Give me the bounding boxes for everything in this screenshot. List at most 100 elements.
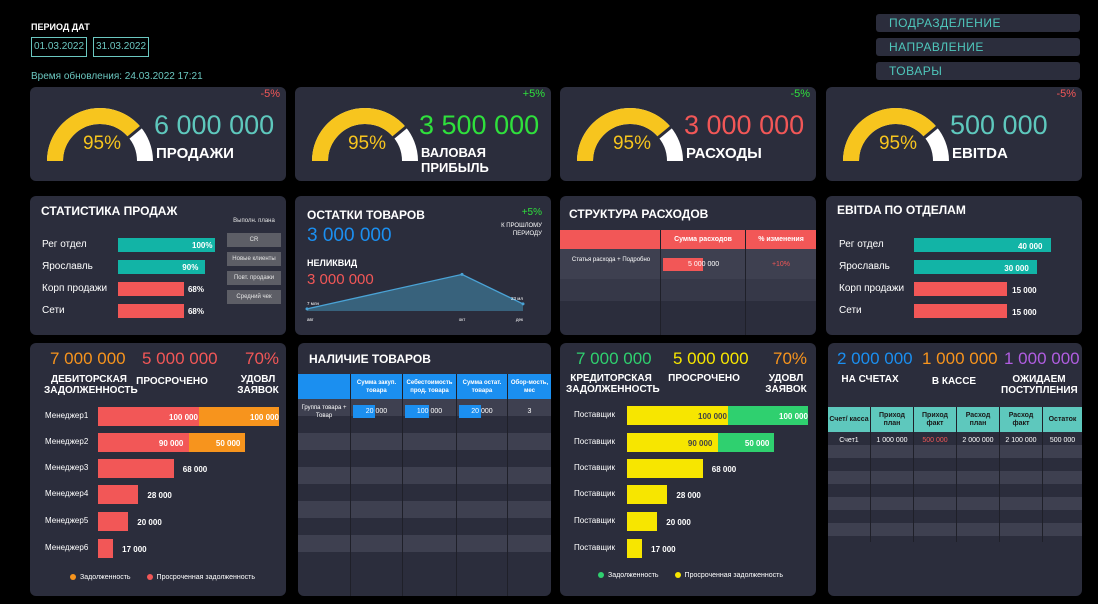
sales-metric-button[interactable]: Выполн. плана [227,214,281,228]
ebitda-row-label: Рег отдел [839,239,884,250]
goods-row[interactable] [298,467,551,484]
overdue-bar[interactable] [627,406,728,425]
overdue-bar[interactable] [627,485,668,504]
ebitda-row-value: 40 000 [1018,242,1043,251]
cash-row[interactable] [828,484,1082,497]
gauge-fill [577,108,671,162]
expense-amount-bar [663,258,703,271]
sales-metric-button[interactable]: Новые клиенты [227,252,281,266]
panel-title: СТРУКТУРА РАСХОДОВ [569,207,709,221]
overdue-bar[interactable] [627,539,643,558]
gauge-marker [126,124,144,140]
sales-row-bar[interactable] [118,304,184,318]
gauge-marker [922,124,940,140]
sales-row-bar[interactable] [118,282,184,296]
kpi-change: -5% [1056,88,1076,100]
goods-row[interactable] [298,433,551,450]
debt-value: 100 000 [779,412,808,421]
ebitda-row-bar[interactable] [914,282,1008,296]
sales-metric-button[interactable]: Повт. продажи [227,271,281,285]
cash-panel: 2 000 000 НА СЧЕТАХ 1 000 000 В КАССЕ 1 000 … [828,343,1082,596]
debt-value: 50 000 [215,439,241,448]
debt-bar[interactable] [728,406,808,425]
area-category-label: дек [516,317,523,322]
sales-metric-button[interactable]: Средний чек [227,290,281,304]
date-to-input[interactable]: 31.03.2022 [93,37,149,57]
receivables-value: 7 000 000 [50,349,126,368]
cash-row[interactable] [828,523,1082,536]
overdue-value: 20 000 [137,518,162,527]
cash-row[interactable] [828,497,1082,510]
area-point[interactable] [521,302,525,306]
cash-row[interactable] [828,458,1082,471]
overdue-bar[interactable] [627,512,658,531]
kpi-label: ПРОДАЖИ [156,145,234,162]
col-divider [402,374,403,596]
goods-row[interactable] [298,450,551,467]
illiquid-value: 3 000 000 [307,271,374,288]
overdue-bar[interactable] [98,512,129,531]
sales-row-bar[interactable] [118,238,215,252]
goods-row[interactable] [298,501,551,518]
stock-change-note: К ПРОШЛОМУ ПЕРИОДУ [501,223,542,237]
goods-value: 20 000 [365,408,388,415]
goods-row[interactable] [298,484,551,501]
cash-row[interactable] [828,471,1082,484]
row-label: Менеджер1 [45,411,89,420]
goods-row[interactable] [298,535,551,552]
legend-dot-debt [598,572,604,579]
cash-cell: 500 000 [922,437,948,444]
area-category-label: окт [459,317,466,322]
goods-row[interactable] [298,552,551,569]
debt-bar[interactable] [199,407,279,426]
gauge-percent: 95% [878,133,918,154]
receivables-label: УДОВЛ ЗАЯВОК [237,374,279,396]
goods-header-cell: Сумма остат. товара [457,374,507,399]
legend-overdue: Просроченная задолженность [684,572,783,579]
filter-direction[interactable]: НАПРАВЛЕНИЕ [876,38,1080,56]
payables-label: УДОВЛ ЗАЯВОК [765,373,807,395]
sales-metric-button[interactable]: CR [227,233,281,247]
receivables-panel: 7 000 000 ДЕБИТОРСКАЯ ЗАДОЛЖЕННОСТЬ 5 000 … [30,343,286,596]
area-fill [307,274,523,311]
date-from-input[interactable]: 01.03.2022 [31,37,87,57]
legend-dot-debt [70,574,76,581]
legend-overdue: Просроченная задолженность [156,574,255,581]
ebitda-row-bar[interactable] [914,304,1008,318]
goods-row[interactable] [298,416,551,433]
overdue-bar[interactable] [627,433,718,452]
overdue-bar[interactable] [98,407,199,426]
area-point[interactable] [460,272,464,276]
cash-row[interactable] [828,510,1082,523]
col-divider [745,230,746,335]
cash-row[interactable] [828,445,1082,458]
area-point[interactable] [305,307,309,311]
debt-bar[interactable] [188,433,245,452]
overdue-bar[interactable] [98,539,114,558]
gauge-marker [391,124,409,140]
payables-value: 5 000 000 [673,349,749,368]
debt-bar[interactable] [717,433,774,452]
gauge-fill [312,108,406,162]
row-label: Поставщик [574,489,616,498]
overdue-bar[interactable] [98,433,189,452]
overdue-bar[interactable] [98,459,174,478]
debt-value: 50 000 [744,439,770,448]
ebitda-row-bar[interactable] [914,260,1038,274]
cash-row[interactable] [828,432,1082,449]
row-label: Поставщик [574,516,616,525]
expense-header-change: % изменения [746,230,816,249]
overdue-bar[interactable] [98,485,139,504]
gauge-chart [577,108,683,162]
legend: Задолженность Просроченная задолженность [70,574,255,581]
legend-dot-overdue [146,574,153,581]
debt-value: 100 000 [250,413,279,422]
ebitda-row-bar[interactable] [914,238,1051,252]
sales-row-bar[interactable] [118,260,206,274]
filter-goods[interactable]: ТОВАРЫ [876,62,1080,80]
filter-division[interactable]: ПОДРАЗДЕЛЕНИЕ [876,14,1080,32]
overdue-bar[interactable] [627,459,703,478]
area-category-label: авг [307,317,314,322]
goods-row[interactable] [298,518,551,535]
update-time: Время обновления: 24.03.2022 17:21 [31,71,203,82]
